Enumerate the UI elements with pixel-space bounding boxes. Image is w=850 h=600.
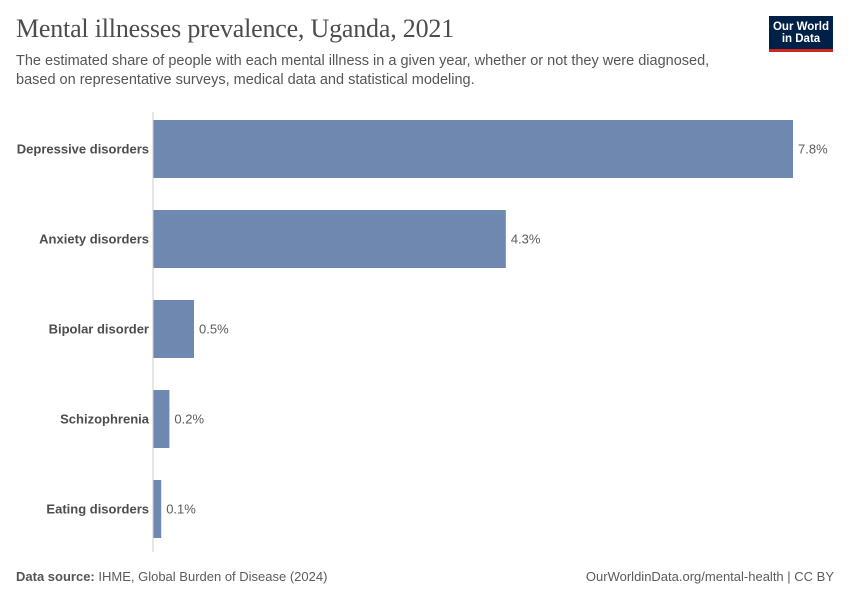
value-label: 0.1% bbox=[166, 502, 196, 517]
bar-anxiety-disorders[interactable] bbox=[153, 210, 506, 268]
category-label: Anxiety disorders bbox=[39, 232, 149, 247]
bar-bipolar-disorder[interactable] bbox=[153, 300, 195, 358]
owid-logo[interactable]: Our World in Data bbox=[769, 16, 833, 52]
data-source-label: Data source: bbox=[16, 569, 95, 584]
chart-subtitle: The estimated share of people with each … bbox=[16, 53, 710, 88]
category-label: Depressive disorders bbox=[17, 142, 149, 157]
bar-schizophrenia[interactable] bbox=[153, 390, 170, 448]
value-label: 0.2% bbox=[174, 412, 204, 427]
bar-depressive-disorders[interactable] bbox=[153, 120, 793, 178]
category-label: Schizophrenia bbox=[60, 412, 150, 427]
value-label: 0.5% bbox=[199, 322, 229, 337]
data-source: Data source: IHME, Global Burden of Dise… bbox=[16, 569, 327, 584]
logo-line-1: Our World bbox=[772, 21, 829, 33]
category-label: Eating disorders bbox=[46, 502, 149, 517]
data-source-link[interactable]: IHME, Global Burden of Disease (2024) bbox=[98, 569, 328, 584]
footer-link[interactable]: OurWorldinData.org/mental-health | CC BY bbox=[585, 569, 834, 584]
value-label: 7.8% bbox=[798, 142, 828, 157]
bar-eating-disorders[interactable] bbox=[153, 480, 162, 538]
chart-title: Mental illnesses prevalence, Uganda, 202… bbox=[16, 14, 454, 43]
logo-line-2: in Data bbox=[781, 33, 821, 45]
value-label: 4.3% bbox=[511, 232, 541, 247]
category-label: Bipolar disorder bbox=[49, 322, 149, 337]
